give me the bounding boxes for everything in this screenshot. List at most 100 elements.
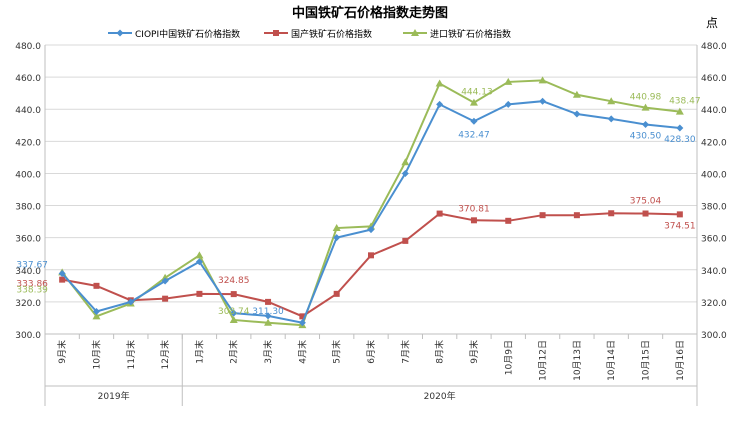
data-point bbox=[92, 312, 101, 320]
data-point bbox=[298, 319, 306, 327]
data-point bbox=[538, 76, 547, 84]
chart-title: 中国铁矿石价格指数走势图 bbox=[292, 5, 448, 21]
y-tick-label-left: 300.0 bbox=[15, 331, 41, 341]
y-tick-label-left: 340.0 bbox=[15, 267, 41, 277]
legend: CIOPI中国铁矿石价格指数 国产铁矿石价格指数 进口铁矿石价格指数 bbox=[108, 28, 511, 40]
data-label: 444.13 bbox=[461, 88, 493, 98]
data-point bbox=[230, 309, 238, 317]
data-point bbox=[264, 312, 272, 320]
y-tick-label-right: 340.0 bbox=[701, 267, 727, 277]
data-point bbox=[162, 295, 169, 302]
data-point bbox=[299, 313, 306, 320]
y-tick-label-right: 480.0 bbox=[701, 42, 727, 52]
y-tick-label-right: 320.0 bbox=[701, 299, 727, 309]
year-group-label: 2019年 bbox=[98, 390, 130, 402]
data-point bbox=[401, 158, 410, 166]
data-point bbox=[436, 100, 444, 108]
x-tick-label: 10月13日 bbox=[572, 340, 583, 381]
series-2 bbox=[58, 76, 684, 329]
series-0 bbox=[58, 97, 684, 327]
axes: 300.0 300.0 320.0 320.0 340.0 340.0 360.0 360.0… bbox=[15, 42, 727, 406]
x-tick-label: 3月末 bbox=[262, 340, 274, 364]
data-point bbox=[93, 282, 100, 289]
data-point bbox=[265, 298, 272, 305]
data-point bbox=[607, 115, 615, 123]
x-tick-label: 9月末 bbox=[56, 340, 68, 364]
y-tick-label-right: 360.0 bbox=[701, 235, 727, 245]
data-point bbox=[195, 258, 203, 266]
y-tick-label-left: 360.0 bbox=[15, 235, 41, 245]
legend-item: 国产铁矿石价格指数 bbox=[264, 28, 372, 40]
y-tick-label-right: 300.0 bbox=[701, 331, 727, 341]
legend-item: CIOPI中国铁矿石价格指数 bbox=[108, 28, 240, 40]
data-point bbox=[333, 290, 340, 297]
data-label: 440.98 bbox=[630, 93, 662, 103]
x-tick-label: 10月12日 bbox=[538, 340, 549, 381]
x-tick-label: 12月末 bbox=[159, 340, 171, 369]
legend-marker bbox=[411, 29, 419, 36]
data-point bbox=[573, 110, 581, 118]
data-point bbox=[504, 77, 513, 85]
y-tick-label-left: 420.0 bbox=[15, 138, 41, 148]
data-point bbox=[573, 212, 580, 219]
data-label: 370.81 bbox=[458, 204, 490, 214]
data-point bbox=[539, 212, 546, 219]
data-point bbox=[642, 120, 650, 128]
x-tick-label: 5月末 bbox=[331, 340, 343, 364]
y-tick-label-left: 440.0 bbox=[15, 106, 41, 116]
y-tick-label-right: 460.0 bbox=[701, 74, 727, 84]
data-point bbox=[92, 308, 100, 316]
series-1 bbox=[59, 210, 683, 320]
data-point bbox=[402, 237, 409, 244]
y-tick-label-right: 440.0 bbox=[701, 106, 727, 116]
data-point bbox=[161, 277, 169, 285]
legend-item: 进口铁矿石价格指数 bbox=[403, 28, 511, 40]
series-line bbox=[61, 100, 680, 324]
data-point bbox=[435, 79, 444, 87]
x-tick-label: 8月末 bbox=[434, 340, 446, 364]
y-tick-label-left: 480.0 bbox=[15, 42, 41, 52]
data-point bbox=[675, 107, 684, 115]
legend-label: CIOPI中国铁矿石价格指数 bbox=[135, 28, 240, 40]
series-layer bbox=[58, 76, 684, 329]
data-point bbox=[230, 291, 237, 298]
data-point bbox=[470, 217, 477, 224]
data-label: 311.30 bbox=[252, 307, 284, 317]
data-point bbox=[332, 224, 341, 232]
y-tick-label-left: 400.0 bbox=[15, 170, 41, 180]
legend-marker bbox=[273, 30, 279, 36]
data-point bbox=[641, 103, 650, 111]
data-point bbox=[505, 217, 512, 224]
x-tick-label: 4月末 bbox=[296, 340, 308, 364]
data-point bbox=[607, 97, 616, 105]
legend-marker bbox=[116, 29, 124, 37]
data-point bbox=[264, 318, 273, 326]
data-point bbox=[229, 315, 238, 323]
data-point bbox=[608, 210, 615, 217]
data-point bbox=[436, 210, 443, 217]
data-label: 375.04 bbox=[630, 197, 662, 207]
data-point bbox=[469, 98, 478, 106]
x-tick-label: 10月16日 bbox=[675, 340, 686, 381]
x-tick-label: 10月15日 bbox=[641, 340, 652, 381]
data-label: 428.30 bbox=[664, 135, 696, 145]
data-point bbox=[504, 100, 512, 108]
data-label: 333.86 bbox=[16, 280, 48, 290]
data-point bbox=[368, 252, 374, 259]
y-tick-label-left: 380.0 bbox=[15, 203, 41, 213]
data-point bbox=[676, 124, 684, 132]
data-point bbox=[470, 117, 478, 125]
data-point bbox=[539, 97, 547, 105]
x-tick-label: 7月末 bbox=[399, 340, 411, 364]
data-point bbox=[367, 226, 375, 234]
data-label: 338.39 bbox=[16, 285, 48, 295]
data-point bbox=[59, 276, 66, 283]
data-label: 438.47 bbox=[669, 97, 701, 107]
data-point bbox=[676, 211, 683, 218]
data-point bbox=[127, 298, 135, 306]
y-tick-label-right: 380.0 bbox=[701, 203, 727, 213]
data-point bbox=[333, 234, 341, 242]
x-tick-label: 10月14日 bbox=[606, 340, 617, 381]
